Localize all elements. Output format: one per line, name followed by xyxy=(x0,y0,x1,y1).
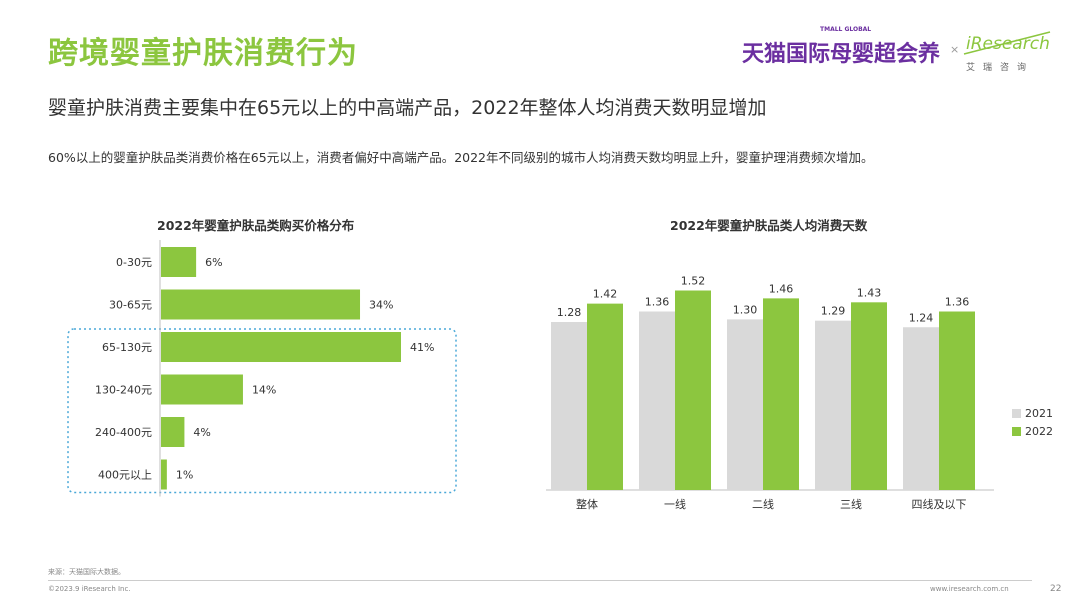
days-bar-2022 xyxy=(763,298,799,490)
source-note: 来源：天猫国际大数据。 xyxy=(48,568,125,576)
price-category-label: 240-400元 xyxy=(95,426,152,439)
days-value-label: 1.42 xyxy=(593,288,618,301)
tmall-logo: 天猫国际母婴超会养 xyxy=(742,42,941,67)
price-bar xyxy=(161,374,243,405)
days-value-label: 1.36 xyxy=(945,296,970,309)
days-category-label: 三线 xyxy=(840,497,862,511)
price-category-label: 130-240元 xyxy=(95,384,152,397)
days-bar-2022 xyxy=(587,303,623,490)
price-category-label: 0-30元 xyxy=(116,256,152,269)
days-bar-2022 xyxy=(675,290,711,490)
days-bar-2021 xyxy=(639,311,675,490)
price-value-label: 41% xyxy=(410,341,434,354)
days-value-label: 1.28 xyxy=(557,306,582,319)
days-value-label: 1.36 xyxy=(645,296,670,309)
days-value-label: 1.46 xyxy=(769,282,794,295)
price-chart-title: 2022年婴童护肤品类购买价格分布 xyxy=(157,218,355,233)
days-bar-2021 xyxy=(903,327,939,490)
price-value-label: 34% xyxy=(369,299,393,312)
iresearch-logo-frame xyxy=(963,31,1051,55)
price-bar xyxy=(161,332,401,362)
days-bar-2022 xyxy=(939,311,975,490)
legend-label-2022: 2022 xyxy=(1025,425,1053,438)
tmall-global-small-logo: TMALL GLOBAL xyxy=(820,26,872,33)
price-category-label: 65-130元 xyxy=(102,341,152,354)
price-value-label: 14% xyxy=(252,384,276,397)
price-bar xyxy=(161,417,185,447)
copyright: ©2023.9 iResearch Inc. xyxy=(48,585,131,593)
page-title: 跨境婴童护肤消费行为 xyxy=(48,36,358,71)
days-bar-2021 xyxy=(551,322,587,490)
legend-swatch-2021 xyxy=(1012,409,1021,418)
days-chart-title: 2022年婴童护肤品类人均消费天数 xyxy=(670,218,868,233)
days-bar-2021 xyxy=(815,320,851,490)
highlight-box xyxy=(67,328,457,494)
legend-swatch-2022 xyxy=(1012,427,1021,436)
price-category-label: 30-65元 xyxy=(109,299,152,312)
days-category-label: 整体 xyxy=(576,497,598,511)
footer-url: www.iresearch.com.cn xyxy=(930,585,1009,593)
legend-label-2021: 2021 xyxy=(1025,407,1053,420)
consumption-days-chart: 1.28 1.42 整体 1.36 1.52 一线 1.30 1.46 二线 1.29 1.43 三线… xyxy=(546,275,1053,511)
days-value-label: 1.29 xyxy=(821,305,846,318)
price-value-label: 4% xyxy=(193,426,210,439)
days-value-label: 1.24 xyxy=(909,311,934,324)
price-bar xyxy=(161,459,167,490)
iresearch-cn-logo: 艾瑞咨询 xyxy=(966,63,1035,73)
days-category-label: 四线及以下 xyxy=(912,497,967,511)
price-distribution-chart: 0-30元 6% 30-65元 34% 65-130元 41% 130-240元 14% 240… xyxy=(67,240,457,497)
price-bar xyxy=(161,289,361,320)
days-bar-2021 xyxy=(727,319,763,490)
days-category-label: 一线 xyxy=(664,497,686,511)
footer-divider xyxy=(48,580,1032,581)
days-value-label: 1.43 xyxy=(857,286,882,299)
days-value-label: 1.52 xyxy=(681,275,706,288)
price-bar xyxy=(161,247,197,277)
price-value-label: 1% xyxy=(176,469,193,482)
price-category-label: 400元以上 xyxy=(98,469,152,482)
price-value-label: 6% xyxy=(205,256,222,269)
page-subtitle: 婴童护肤消费主要集中在65元以上的中高端产品，2022年整体人均消费天数明显增加 xyxy=(48,97,767,119)
days-bar-2022 xyxy=(851,302,887,490)
page-description: 60%以上的婴童护肤品类消费价格在65元以上，消费者偏好中高端产品。2022年不… xyxy=(48,150,874,165)
logo-separator: × xyxy=(950,43,960,56)
days-category-label: 二线 xyxy=(752,497,774,511)
days-value-label: 1.30 xyxy=(733,303,758,316)
page-number: 22 xyxy=(1050,584,1062,594)
iresearch-logo: iResearch xyxy=(966,34,1050,54)
